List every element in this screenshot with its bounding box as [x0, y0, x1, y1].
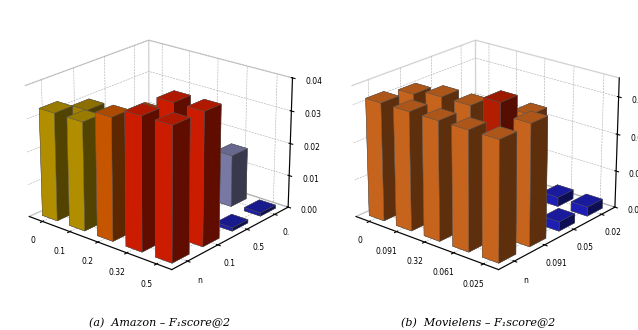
Text: (a)  Amazon – F₁score@2: (a) Amazon – F₁score@2: [89, 318, 230, 329]
Text: (b)  Movielens – F₁score@2: (b) Movielens – F₁score@2: [401, 318, 556, 329]
